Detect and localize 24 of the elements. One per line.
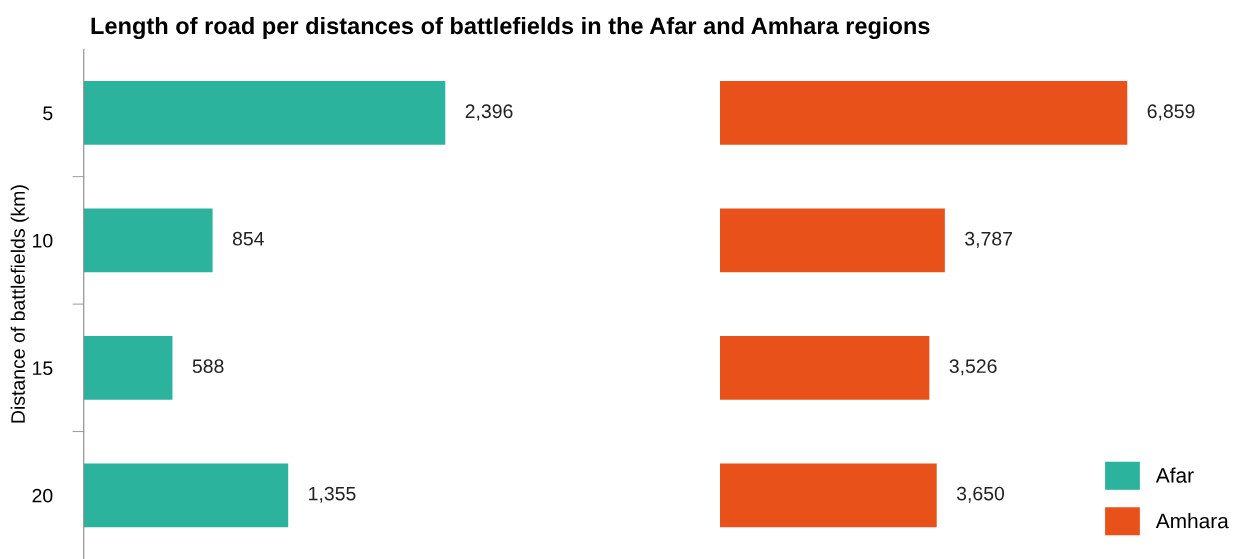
data-label: 588 [192,359,224,374]
y-tick-label: 10 [33,233,53,248]
data-label: 854 [232,231,264,246]
y-tick-label: 15 [33,361,53,376]
bar [83,463,289,528]
bar [720,81,1128,145]
bar [83,335,173,400]
bar [83,208,213,273]
data-label: 3,650 [956,486,1005,503]
data-label: 2,396 [465,104,513,121]
bar [720,208,945,273]
y-tick-label: 5 [43,106,53,121]
bar [720,463,937,528]
text: Length of road per distances of battlefields in the Afar and Amhara regions [91,16,930,40]
y-tick-label: 20 [32,488,53,503]
data-label: 1,355 [309,486,356,503]
data-label: 6,859 [1147,104,1195,121]
bar [83,81,446,145]
legend-label: Afar [1155,467,1194,483]
y-axis-title: Distance of battlefields (km) [10,185,29,423]
data-label: 3,526 [949,359,997,376]
bar [720,335,930,400]
data-label: 3,787 [965,231,1012,248]
legend-label: Amhara [1155,513,1229,529]
